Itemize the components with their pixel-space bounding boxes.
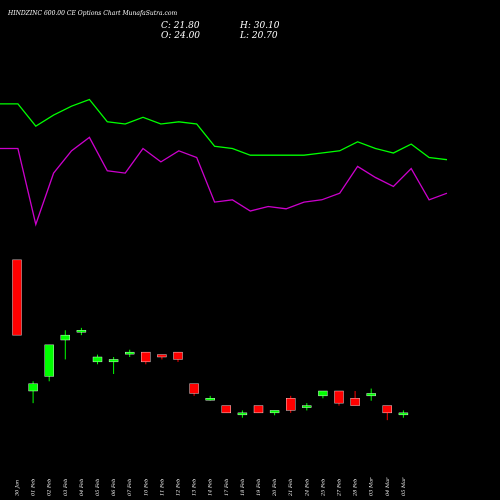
x-tick-label: 24 Feb <box>304 479 310 497</box>
candle-body <box>173 351 183 360</box>
low-value: L: 20.70 <box>240 31 278 41</box>
x-tick-label: 07 Feb <box>127 479 133 496</box>
candle <box>366 388 376 401</box>
candle-body <box>28 383 38 392</box>
x-tick-label: 04 Feb <box>79 479 85 496</box>
candle <box>28 381 38 404</box>
candle <box>382 405 392 421</box>
candle <box>92 354 103 365</box>
candle <box>44 344 54 382</box>
high-value: H: 30.10 <box>240 21 280 31</box>
candle-body <box>382 405 392 414</box>
candle-body <box>334 390 344 404</box>
x-tick-label: 20 Feb <box>272 479 278 497</box>
x-tick-label: 05 Mar <box>401 477 407 496</box>
candle <box>108 357 119 374</box>
x-tick-label: 01 Feb <box>31 479 37 496</box>
x-tick-label: 17 Feb <box>224 479 230 496</box>
chart-title: HINDZINC 600.00 CE Options Chart MunafaS… <box>8 10 178 17</box>
candle-body <box>205 398 215 401</box>
x-tick-label: 28 Feb <box>353 479 359 497</box>
candle <box>76 327 87 336</box>
candle <box>334 390 344 406</box>
candle <box>350 391 360 406</box>
candle-body <box>366 393 376 397</box>
x-tick-label: 18 Feb <box>240 479 246 496</box>
x-tick-label: 02 Feb <box>47 479 53 496</box>
candle-body <box>237 412 248 416</box>
candle-body <box>253 405 264 414</box>
candle-body <box>157 354 167 358</box>
candle-body <box>60 334 70 341</box>
candle-body <box>398 412 409 416</box>
x-tick-label: 03 Feb <box>63 479 69 496</box>
candle-body <box>189 383 199 394</box>
candles-group <box>12 259 409 421</box>
x-tick-label: 11 Feb <box>159 479 165 496</box>
x-tick-label: 14 Feb <box>208 479 214 496</box>
x-tick-label: 06 Feb <box>111 479 117 496</box>
candle <box>60 330 70 360</box>
x-tick-label: 03 Mar <box>369 477 375 496</box>
candle-body <box>318 390 328 397</box>
candle-body <box>350 398 360 406</box>
candle-body <box>269 410 280 414</box>
lower-band-line <box>0 136 448 227</box>
candle <box>173 351 183 362</box>
x-tick-label: 27 Feb <box>337 479 343 497</box>
candle <box>12 259 22 336</box>
candle <box>302 403 312 411</box>
candle <box>253 405 264 414</box>
x-tick-label: 05 Feb <box>95 479 101 496</box>
candle <box>141 351 151 365</box>
candle <box>205 395 215 401</box>
x-tick-label: 25 Feb <box>320 479 326 497</box>
x-tick-label: 21 Feb <box>288 479 294 497</box>
x-tick-label: 10 Feb <box>143 479 149 496</box>
x-tick-label: 04 Mar <box>385 477 391 496</box>
x-tick-label: 13 Feb <box>192 479 198 496</box>
candle-body <box>44 344 54 377</box>
candle-body <box>124 351 135 355</box>
candle-body <box>286 398 296 411</box>
candle-body <box>141 351 151 363</box>
candle <box>398 410 409 418</box>
candle-body <box>302 405 312 408</box>
x-axis-ticks: 30 Jan 01 Feb 02 Feb 03 Feb 04 Feb 05 Feb 06 F… <box>15 477 407 497</box>
candle-body <box>108 359 119 363</box>
x-tick-label: 12 Feb <box>176 479 182 496</box>
x-tick-label: 19 Feb <box>256 479 262 496</box>
candle-body <box>76 330 87 333</box>
candle-body <box>221 405 232 414</box>
candle <box>237 410 248 418</box>
candle <box>189 383 199 396</box>
x-tick-label: 30 Jan <box>15 480 21 496</box>
candle <box>269 410 280 416</box>
candle <box>124 349 135 357</box>
candle-body <box>92 356 103 363</box>
open-value: O: 24.00 <box>161 31 201 41</box>
candle <box>318 390 328 399</box>
indicator-lines <box>0 98 448 227</box>
candle-body <box>12 259 22 336</box>
close-value: C: 21.80 <box>161 21 200 31</box>
upper-band-line <box>0 98 448 161</box>
candle <box>157 354 167 360</box>
candle <box>221 405 232 414</box>
candle <box>286 395 296 413</box>
